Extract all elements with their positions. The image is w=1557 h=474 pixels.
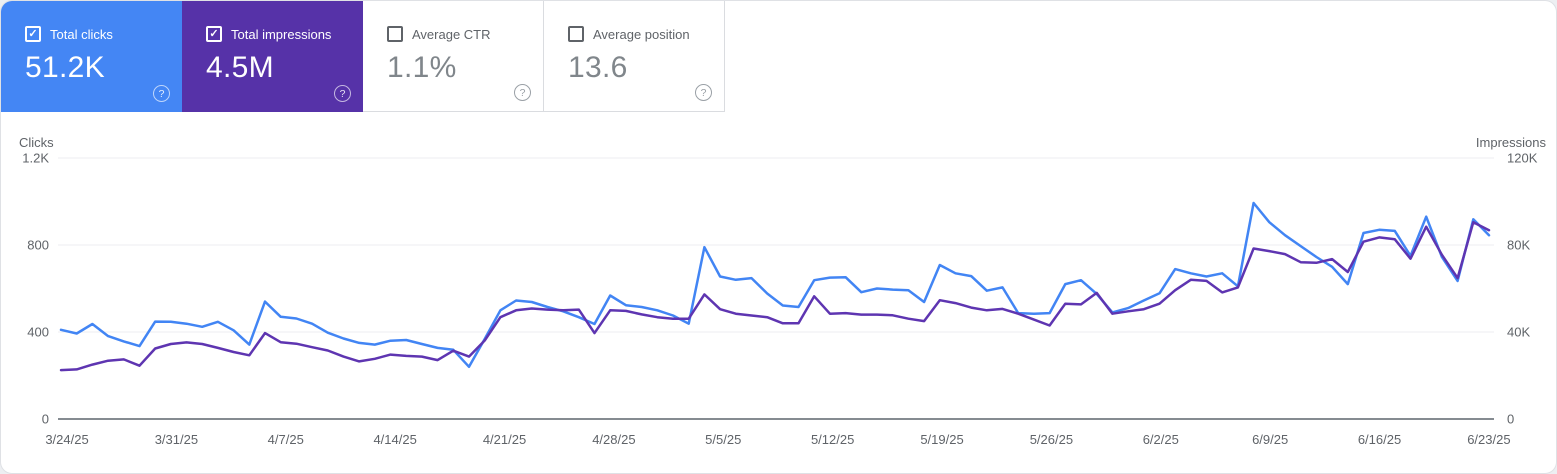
x-axis-date-label: 5/5/25: [705, 432, 741, 447]
x-axis-date-label: 6/23/25: [1467, 432, 1510, 447]
metric-value: 51.2K: [25, 51, 105, 84]
left-axis-title: Clicks: [19, 135, 54, 150]
metric-card-average-ctr[interactable]: Average CTR 1.1% ?: [363, 1, 544, 112]
x-axis-date-label: 4/14/25: [373, 432, 416, 447]
metric-value: 4.5M: [206, 51, 274, 84]
x-axis-date-label: 5/12/25: [811, 432, 854, 447]
help-icon[interactable]: ?: [514, 84, 531, 101]
metric-value: 13.6: [568, 51, 628, 84]
right-axis-tick: 0: [1507, 412, 1514, 427]
help-icon[interactable]: ?: [695, 84, 712, 101]
card-header: Average position: [568, 26, 724, 42]
checkbox-checked-icon[interactable]: ✓: [206, 26, 222, 42]
x-axis-date-label: 5/19/25: [920, 432, 963, 447]
left-axis-tick: 1.2K: [22, 151, 49, 166]
x-axis-date-label: 4/21/25: [483, 432, 526, 447]
metric-card-average-position[interactable]: Average position 13.6 ?: [544, 1, 725, 112]
x-axis-date-label: 6/16/25: [1358, 432, 1401, 447]
metric-cards-row: ✓ Total clicks 51.2K ? ✓ Total impressio…: [1, 1, 1556, 112]
metric-card-total-clicks[interactable]: ✓ Total clicks 51.2K ?: [1, 1, 182, 112]
help-icon[interactable]: ?: [153, 85, 170, 102]
metric-value: 1.1%: [387, 51, 457, 84]
card-header: ✓ Total clicks: [25, 26, 182, 42]
metric-label: Total impressions: [231, 26, 332, 42]
metric-label: Average CTR: [412, 26, 491, 42]
x-axis-date-label: 5/26/25: [1030, 432, 1073, 447]
help-icon[interactable]: ?: [334, 85, 351, 102]
left-axis-tick: 400: [27, 325, 49, 340]
clicks-line: [59, 201, 1491, 369]
right-axis-tick: 120K: [1507, 151, 1538, 166]
checkbox-unchecked-icon[interactable]: [568, 26, 584, 42]
x-axis-date-label: 4/28/25: [592, 432, 635, 447]
checkbox-checked-icon[interactable]: ✓: [25, 26, 41, 42]
x-axis-date-label: 3/24/25: [45, 432, 88, 447]
card-header: Average CTR: [387, 26, 543, 42]
impressions-line: [59, 220, 1491, 372]
left-axis-tick: 800: [27, 238, 49, 253]
right-axis-title: Impressions: [1476, 135, 1547, 150]
metric-card-total-impressions[interactable]: ✓ Total impressions 4.5M ?: [182, 1, 363, 112]
checkbox-unchecked-icon[interactable]: [387, 26, 403, 42]
right-axis-tick: 80K: [1507, 238, 1530, 253]
metric-label: Total clicks: [50, 26, 113, 42]
metric-label: Average position: [593, 26, 690, 42]
x-axis-date-label: 6/2/25: [1143, 432, 1179, 447]
card-header: ✓ Total impressions: [206, 26, 363, 42]
left-axis-tick: 0: [42, 412, 49, 427]
x-axis-date-label: 3/31/25: [155, 432, 198, 447]
right-axis-tick: 40K: [1507, 325, 1530, 340]
x-axis-date-label: 6/9/25: [1252, 432, 1288, 447]
x-axis-date-label: 4/7/25: [268, 432, 304, 447]
